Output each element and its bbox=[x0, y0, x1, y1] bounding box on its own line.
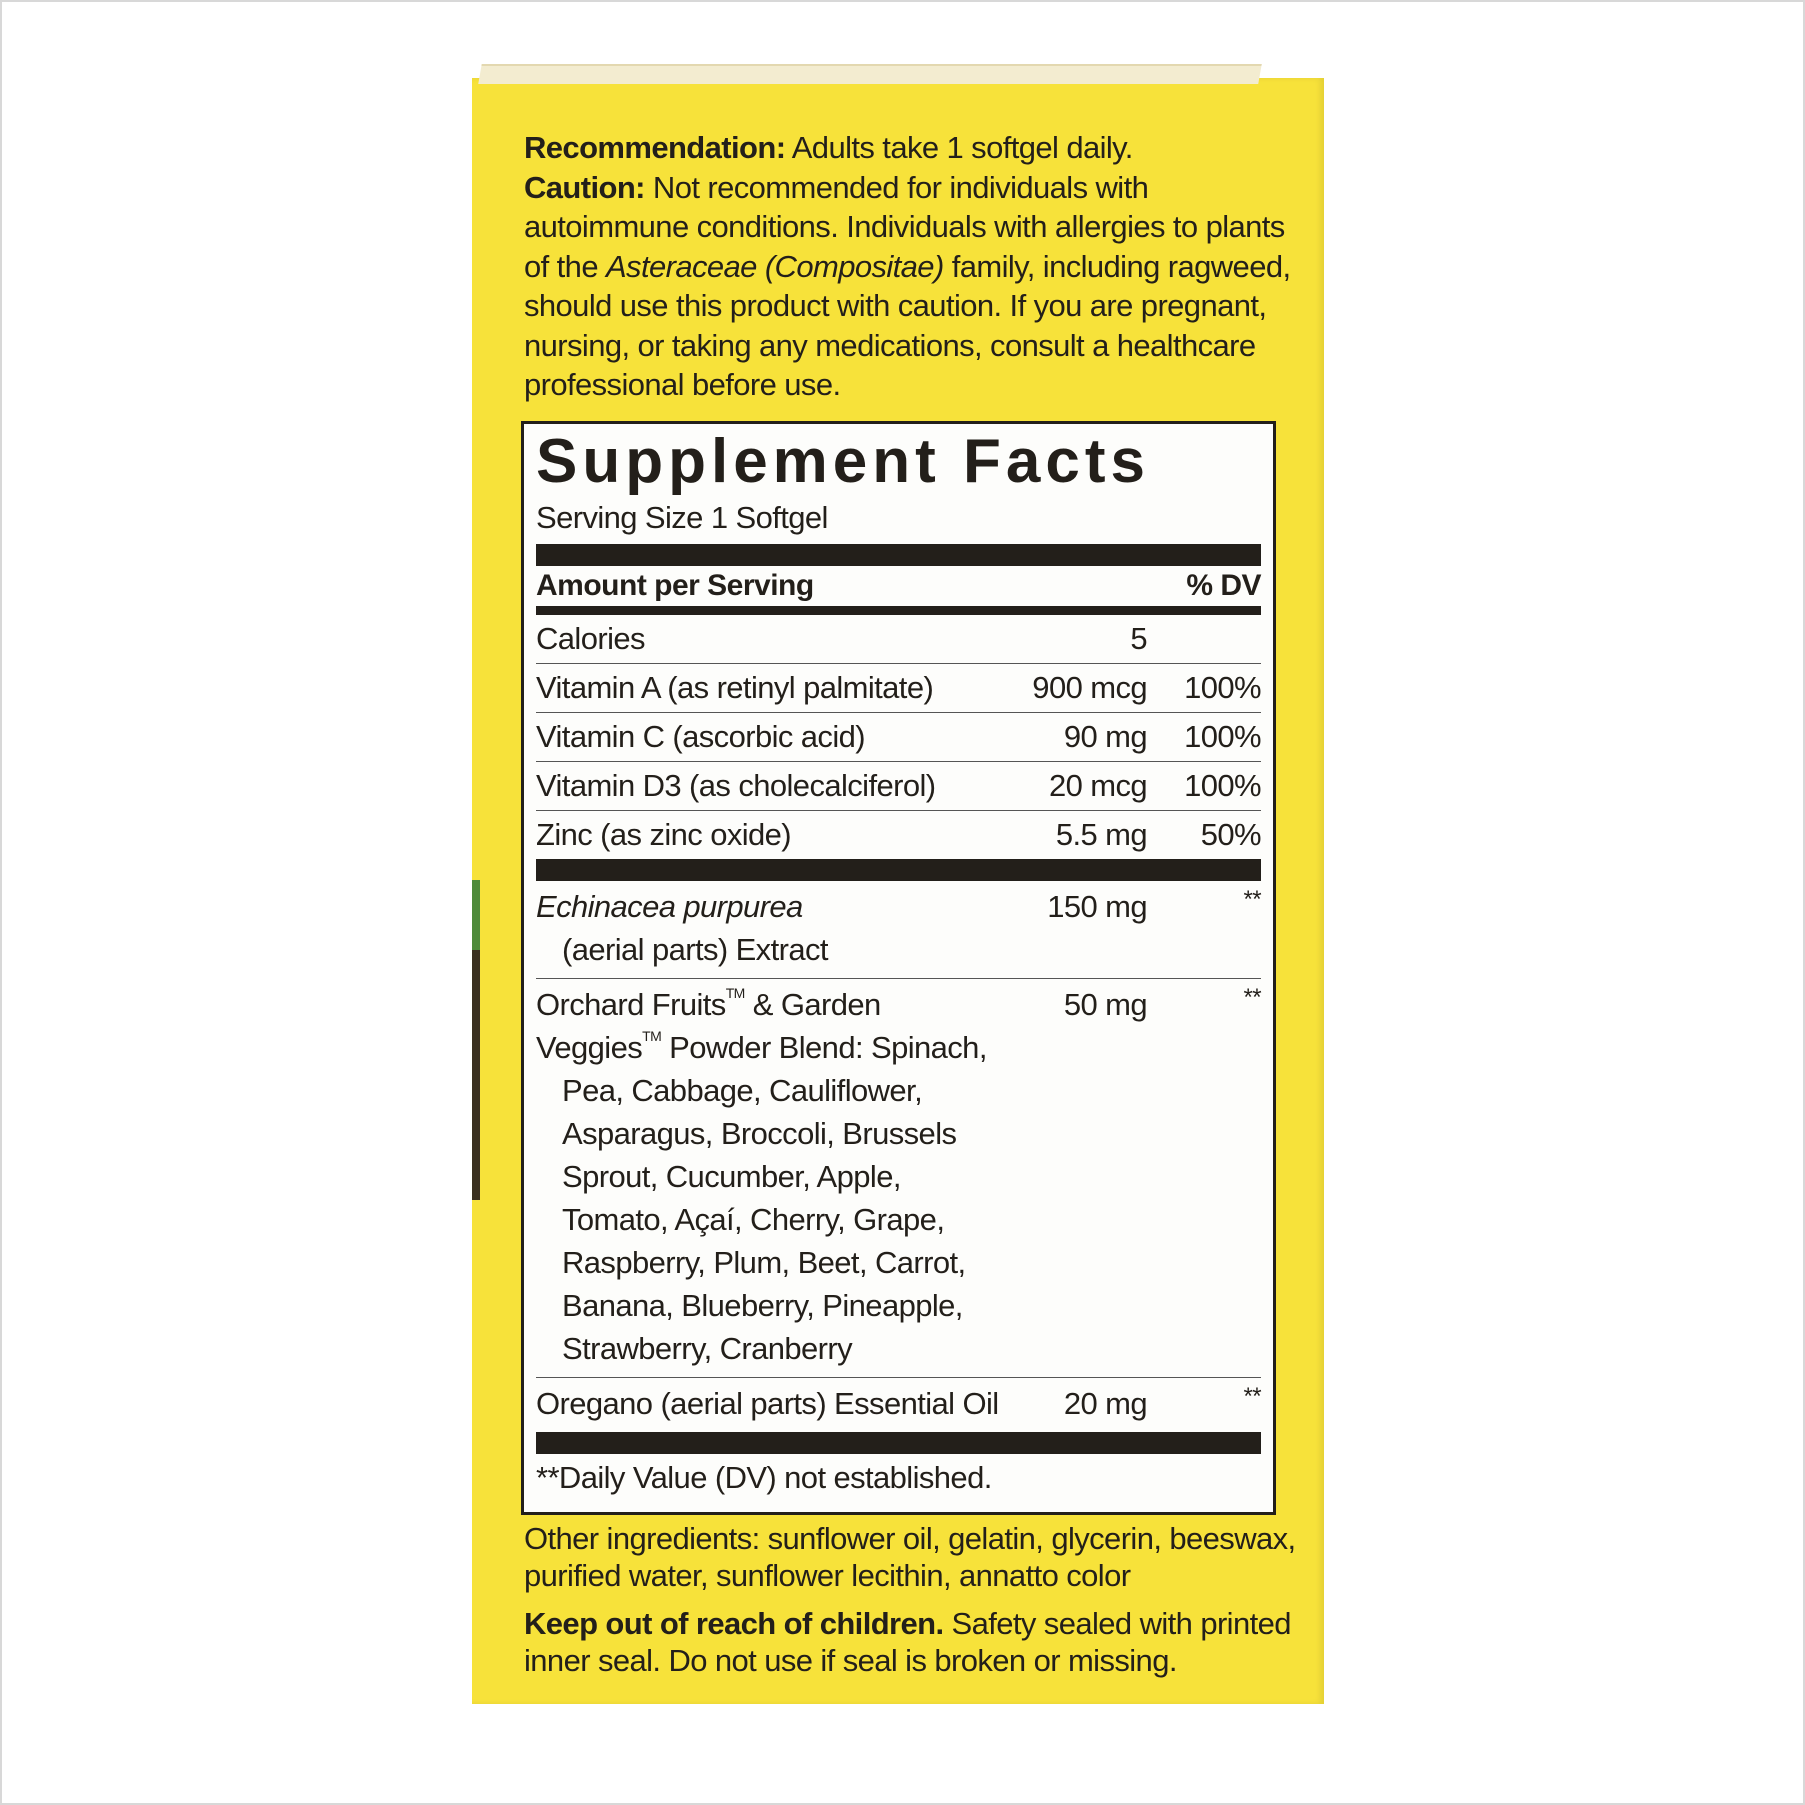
directions-text: Recommendation: Adults take 1 softgel da… bbox=[524, 128, 1304, 405]
facts-row-blend: Orchard FruitsTM & Garden VeggiesTM Powde… bbox=[536, 979, 1262, 1378]
ingredient-amount: 5 bbox=[1130, 621, 1147, 656]
box-edge-leaf-graphic bbox=[472, 880, 480, 950]
ingredient-name: Vitamin D3 (as cholecalciferol) bbox=[536, 768, 936, 803]
facts-row: Zinc (as zinc oxide) 5.5 mg 50% bbox=[536, 811, 1262, 859]
warning-text: Keep out of reach of children. Safety se… bbox=[524, 1605, 1304, 1679]
recommendation: Recommendation: Adults take 1 softgel da… bbox=[524, 128, 1304, 168]
trademark: TM bbox=[642, 1028, 662, 1044]
ingredient-dv: ** bbox=[1243, 984, 1262, 1011]
caution-label: Caution: bbox=[524, 169, 646, 205]
ingredient-name: Veggies bbox=[536, 1030, 643, 1065]
ingredient-dv bbox=[1161, 617, 1261, 660]
divider-medium bbox=[536, 606, 1261, 615]
supplement-facts-panel: Supplement Facts Serving Size 1 Softgel … bbox=[521, 421, 1276, 1515]
divider-thick bbox=[536, 544, 1261, 566]
amount-header-row: Amount per Serving % DV bbox=[536, 566, 1261, 606]
caution-family: Asteraceae (Compositae) bbox=[605, 248, 944, 284]
facts-row: Vitamin A (as retinyl palmitate) 900 mcg 1… bbox=[536, 664, 1262, 713]
ingredient-name: Echinacea purpurea bbox=[536, 889, 803, 924]
recommendation-label: Recommendation: bbox=[524, 130, 786, 165]
box-top-flap bbox=[478, 64, 1262, 84]
ingredient-amount: 150 mg bbox=[1047, 889, 1147, 924]
ingredient-name: Vitamin A (as retinyl palmitate) bbox=[536, 670, 934, 705]
facts-title: Supplement Facts bbox=[536, 427, 1150, 496]
amount-header: Amount per Serving bbox=[536, 569, 814, 602]
facts-row-echinacea: Echinacea purpurea (aerial parts) Extract… bbox=[536, 881, 1262, 979]
ingredient-dv: ** bbox=[1243, 886, 1262, 913]
ingredient-name: Vitamin C (ascorbic acid) bbox=[536, 719, 866, 754]
ingredient-dv: 100% bbox=[1184, 768, 1261, 803]
warning-label: Keep out of reach of children. bbox=[524, 1606, 944, 1641]
facts-row: Calories 5 bbox=[536, 615, 1261, 664]
ingredient-amount: 900 mcg bbox=[1032, 670, 1147, 705]
caution-text-2: family, including ragweed, should use th… bbox=[524, 248, 1291, 403]
dv-header: % DV bbox=[1186, 569, 1261, 602]
recommendation-text: Adults take 1 softgel daily. bbox=[791, 130, 1134, 165]
other-ingredients: Other ingredients: sunflower oil, gelati… bbox=[524, 1521, 1296, 1593]
facts-row: Vitamin C (ascorbic acid) 90 mg 100% bbox=[536, 713, 1262, 762]
ingredient-amount: 20 mcg bbox=[1048, 768, 1148, 803]
trademark: TM bbox=[725, 985, 746, 1001]
ingredient-name-detail: (aerial parts) Extract bbox=[562, 932, 828, 967]
ingredient-dv: 50% bbox=[1200, 817, 1262, 852]
ingredient-name: Orchard Fruits bbox=[536, 987, 726, 1022]
caution-text: Not recommended for individuals with aut… bbox=[524, 169, 1285, 284]
dv-footnote: **Daily Value (DV) not established. bbox=[536, 1460, 992, 1495]
ingredient-amount: 90 mg bbox=[1063, 719, 1148, 754]
ingredient-dv: 100% bbox=[1184, 719, 1261, 754]
caution: Caution: Not recommended for individuals… bbox=[524, 168, 1304, 405]
facts-row-oregano: Oregano (aerial parts) Essential Oil 20 … bbox=[536, 1378, 1262, 1432]
ingredient-name: & Garden bbox=[752, 987, 881, 1022]
ingredient-dv: 100% bbox=[1184, 670, 1261, 705]
serving-size: Serving Size 1 Softgel bbox=[536, 500, 828, 535]
ingredient-name: Powder Blend: Spinach, bbox=[669, 1030, 987, 1065]
ingredient-name: Zinc (as zinc oxide) bbox=[536, 817, 792, 852]
ingredient-name: Oregano (aerial parts) Essential Oil bbox=[536, 1386, 999, 1421]
facts-row: Vitamin D3 (as cholecalciferol) 20 mcg 100… bbox=[536, 762, 1262, 811]
ingredient-dv: ** bbox=[1243, 1383, 1262, 1410]
warning-body: Safety sealed with printed inner seal. D… bbox=[524, 1606, 1292, 1678]
ingredient-amount: 20 mg bbox=[1063, 1386, 1148, 1421]
blend-list: Pea, Cabbage, Cauliflower, Asparagus, Br… bbox=[562, 1073, 966, 1366]
ingredient-name: Calories bbox=[536, 621, 646, 656]
divider-thick bbox=[536, 859, 1261, 881]
ingredient-amount: 5.5 mg bbox=[1055, 817, 1148, 852]
box-edge-graphic bbox=[472, 880, 480, 1200]
divider-thick bbox=[536, 1432, 1261, 1454]
ingredient-amount: 50 mg bbox=[1063, 987, 1148, 1022]
